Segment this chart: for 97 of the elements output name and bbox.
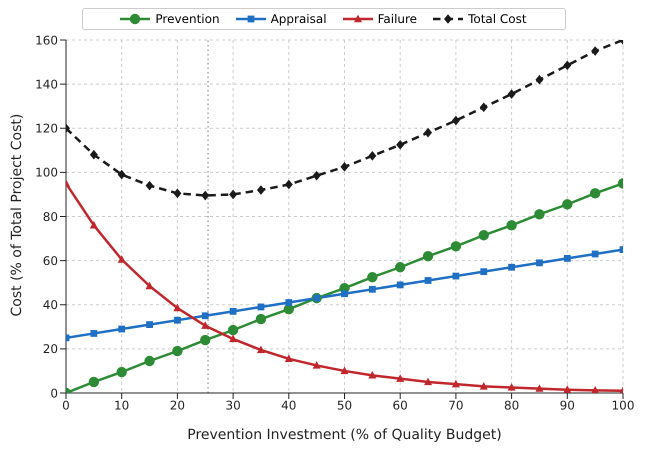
y-tick-label: 120 [35, 122, 58, 136]
point [256, 314, 266, 324]
point [118, 255, 126, 263]
point [367, 272, 378, 282]
point [563, 385, 572, 393]
x-tick-label: 40 [281, 398, 296, 413]
legend-label: Appraisal [270, 12, 327, 26]
point [368, 151, 376, 161]
point [422, 251, 434, 262]
point [368, 370, 376, 379]
point [90, 220, 98, 229]
point [172, 346, 183, 356]
point [591, 46, 600, 56]
point [535, 74, 544, 85]
point [340, 162, 348, 172]
y-tick-label: 160 [35, 33, 58, 48]
point [256, 185, 265, 195]
point [395, 262, 406, 272]
x-tick-label: 80 [504, 398, 520, 413]
point [284, 354, 293, 362]
point [424, 277, 432, 284]
point [90, 330, 98, 337]
x-tick-label: 90 [560, 398, 575, 413]
x-tick-label: 20 [170, 398, 186, 413]
point [535, 384, 544, 392]
legend-label: Prevention [154, 12, 220, 26]
x-tick-label: 30 [225, 398, 241, 413]
x-tick-label: 70 [448, 398, 464, 413]
point [200, 334, 210, 346]
point [146, 180, 154, 190]
point [452, 272, 460, 280]
point [480, 102, 488, 112]
point [536, 259, 543, 266]
point [174, 316, 181, 324]
point [452, 380, 460, 388]
point [368, 286, 376, 293]
y-tick-label: 80 [42, 210, 58, 224]
point [341, 290, 348, 298]
x-tick-label: 100 [612, 398, 634, 413]
x-tick-label: 0 [62, 398, 70, 413]
point [480, 382, 488, 390]
y-axis-title: Cost (% of Total Project Cost) [8, 114, 25, 316]
point [256, 346, 265, 354]
x-tick-label: 60 [392, 398, 408, 413]
x-axis-title: Prevention Investment (% of Quality Budget) [187, 427, 502, 443]
point [201, 321, 210, 329]
point [424, 128, 432, 138]
point [202, 312, 209, 320]
point [258, 304, 264, 310]
point [229, 334, 238, 342]
point [118, 326, 126, 332]
y-tick-label: 20 [42, 342, 58, 356]
y-tick-label: 100 [35, 166, 58, 180]
point [506, 220, 517, 231]
point [173, 188, 182, 198]
y-tick-label: 0 [50, 386, 58, 400]
point [450, 241, 462, 252]
y-tick-label: 60 [42, 254, 58, 268]
point [424, 378, 432, 386]
point [396, 140, 404, 150]
point [312, 361, 321, 369]
y-tick-label: 140 [35, 77, 58, 92]
point [508, 264, 515, 271]
point [592, 250, 599, 258]
point [230, 308, 236, 315]
point [201, 190, 210, 200]
point [564, 255, 571, 262]
point [480, 268, 488, 276]
point [284, 180, 293, 190]
point [90, 150, 98, 160]
point [562, 199, 572, 210]
point [534, 209, 545, 220]
point [396, 281, 404, 288]
point [312, 170, 321, 180]
point [144, 356, 155, 366]
point [118, 170, 126, 180]
legend-label: Total Cost [467, 12, 527, 26]
point [228, 324, 238, 336]
point [452, 116, 460, 126]
point [508, 89, 516, 99]
point [88, 376, 100, 388]
x-tick-label: 10 [114, 398, 130, 413]
point [285, 299, 292, 306]
point [229, 190, 238, 200]
point [563, 60, 572, 70]
point [340, 366, 348, 374]
y-tick-label: 40 [42, 298, 58, 312]
point [590, 188, 600, 199]
x-tick-label: 50 [336, 398, 352, 413]
point [591, 386, 600, 393]
point [146, 321, 153, 328]
legend-label: Failure [376, 12, 418, 26]
point [508, 383, 516, 391]
point [478, 230, 489, 240]
point [173, 304, 182, 312]
point [116, 366, 127, 378]
point [396, 374, 404, 382]
